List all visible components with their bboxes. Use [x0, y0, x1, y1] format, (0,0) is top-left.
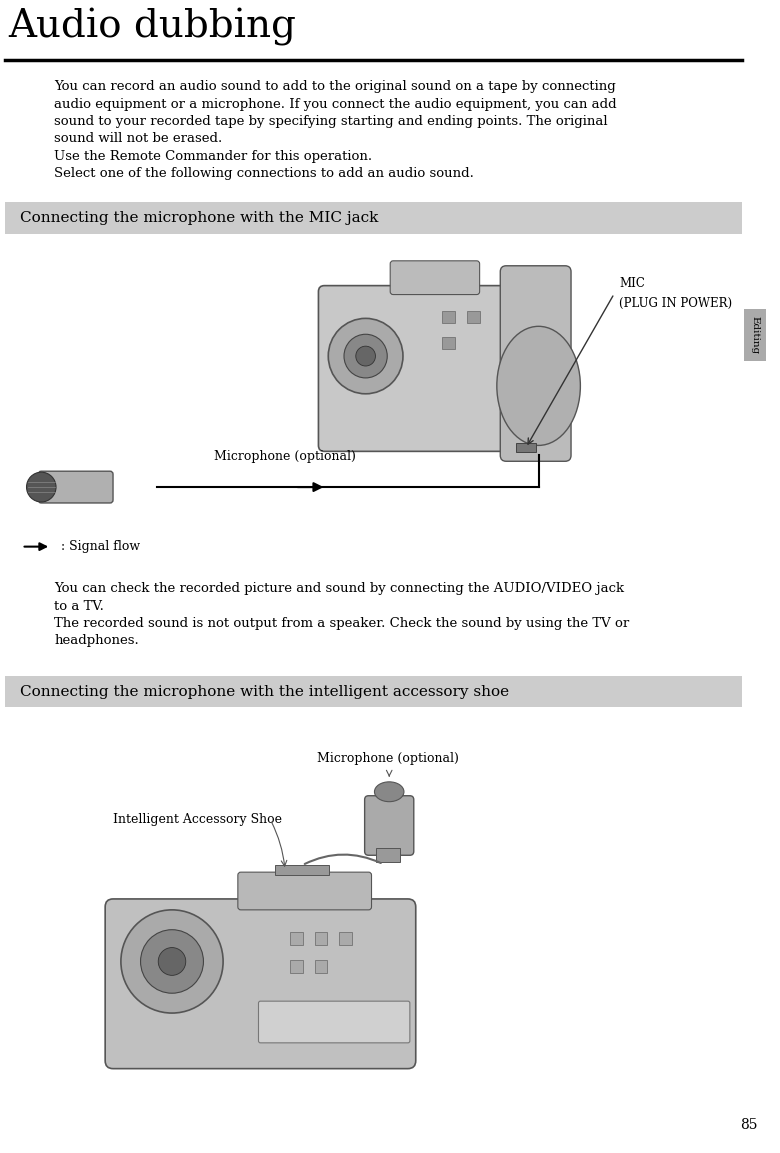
- Circle shape: [121, 910, 223, 1013]
- Circle shape: [356, 346, 375, 366]
- Text: Use the Remote Commander for this operation.: Use the Remote Commander for this operat…: [54, 150, 372, 163]
- Circle shape: [328, 318, 403, 394]
- Text: You can record an audio sound to add to the original sound on a tape by connecti: You can record an audio sound to add to …: [54, 81, 615, 93]
- Circle shape: [344, 334, 387, 378]
- FancyBboxPatch shape: [105, 899, 416, 1069]
- Bar: [314, 960, 328, 973]
- FancyBboxPatch shape: [38, 472, 113, 503]
- Bar: [275, 865, 329, 875]
- Ellipse shape: [497, 326, 580, 445]
- Text: 85: 85: [740, 1118, 757, 1132]
- Text: headphones.: headphones.: [54, 634, 139, 648]
- Bar: [442, 311, 455, 323]
- FancyBboxPatch shape: [318, 286, 526, 451]
- Text: to a TV.: to a TV.: [54, 600, 104, 612]
- Text: sound will not be erased.: sound will not be erased.: [54, 133, 222, 145]
- Ellipse shape: [374, 782, 404, 801]
- FancyBboxPatch shape: [5, 676, 742, 708]
- FancyBboxPatch shape: [500, 266, 571, 461]
- Bar: [377, 849, 400, 862]
- Circle shape: [27, 473, 56, 502]
- Bar: [442, 337, 455, 349]
- Text: sound to your recorded tape by specifying starting and ending points. The origin: sound to your recorded tape by specifyin…: [54, 115, 608, 128]
- Text: Select one of the following connections to add an audio sound.: Select one of the following connections …: [54, 167, 474, 180]
- Text: Microphone (optional): Microphone (optional): [317, 752, 459, 764]
- Text: Audio dubbing: Audio dubbing: [8, 8, 296, 46]
- Text: Connecting the microphone with the intelligent accessory shoe: Connecting the microphone with the intel…: [20, 685, 509, 699]
- FancyBboxPatch shape: [258, 1001, 410, 1042]
- Bar: [314, 932, 328, 944]
- Text: The recorded sound is not output from a speaker. Check the sound by using the TV: The recorded sound is not output from a …: [54, 617, 629, 630]
- Bar: [516, 444, 536, 452]
- Text: (PLUG IN POWER): (PLUG IN POWER): [619, 297, 732, 310]
- Circle shape: [140, 929, 204, 993]
- Bar: [290, 932, 303, 944]
- Circle shape: [158, 948, 186, 975]
- Bar: [467, 311, 480, 323]
- Text: You can check the recorded picture and sound by connecting the AUDIO/VIDEO jack: You can check the recorded picture and s…: [54, 582, 624, 595]
- Text: Connecting the microphone with the MIC jack: Connecting the microphone with the MIC j…: [20, 211, 378, 225]
- Bar: [290, 960, 303, 973]
- Text: Editing: Editing: [750, 316, 760, 354]
- FancyBboxPatch shape: [390, 261, 480, 294]
- Text: audio equipment or a microphone. If you connect the audio equipment, you can add: audio equipment or a microphone. If you …: [54, 98, 617, 111]
- Text: : Signal flow: : Signal flow: [61, 540, 140, 553]
- Text: MIC: MIC: [619, 277, 645, 291]
- FancyBboxPatch shape: [364, 796, 413, 856]
- Bar: [339, 932, 352, 944]
- FancyBboxPatch shape: [5, 202, 742, 234]
- FancyBboxPatch shape: [238, 872, 371, 910]
- Bar: [744, 309, 766, 361]
- Text: Microphone (optional): Microphone (optional): [214, 451, 356, 464]
- Text: Intelligent Accessory Shoe: Intelligent Accessory Shoe: [113, 813, 282, 826]
